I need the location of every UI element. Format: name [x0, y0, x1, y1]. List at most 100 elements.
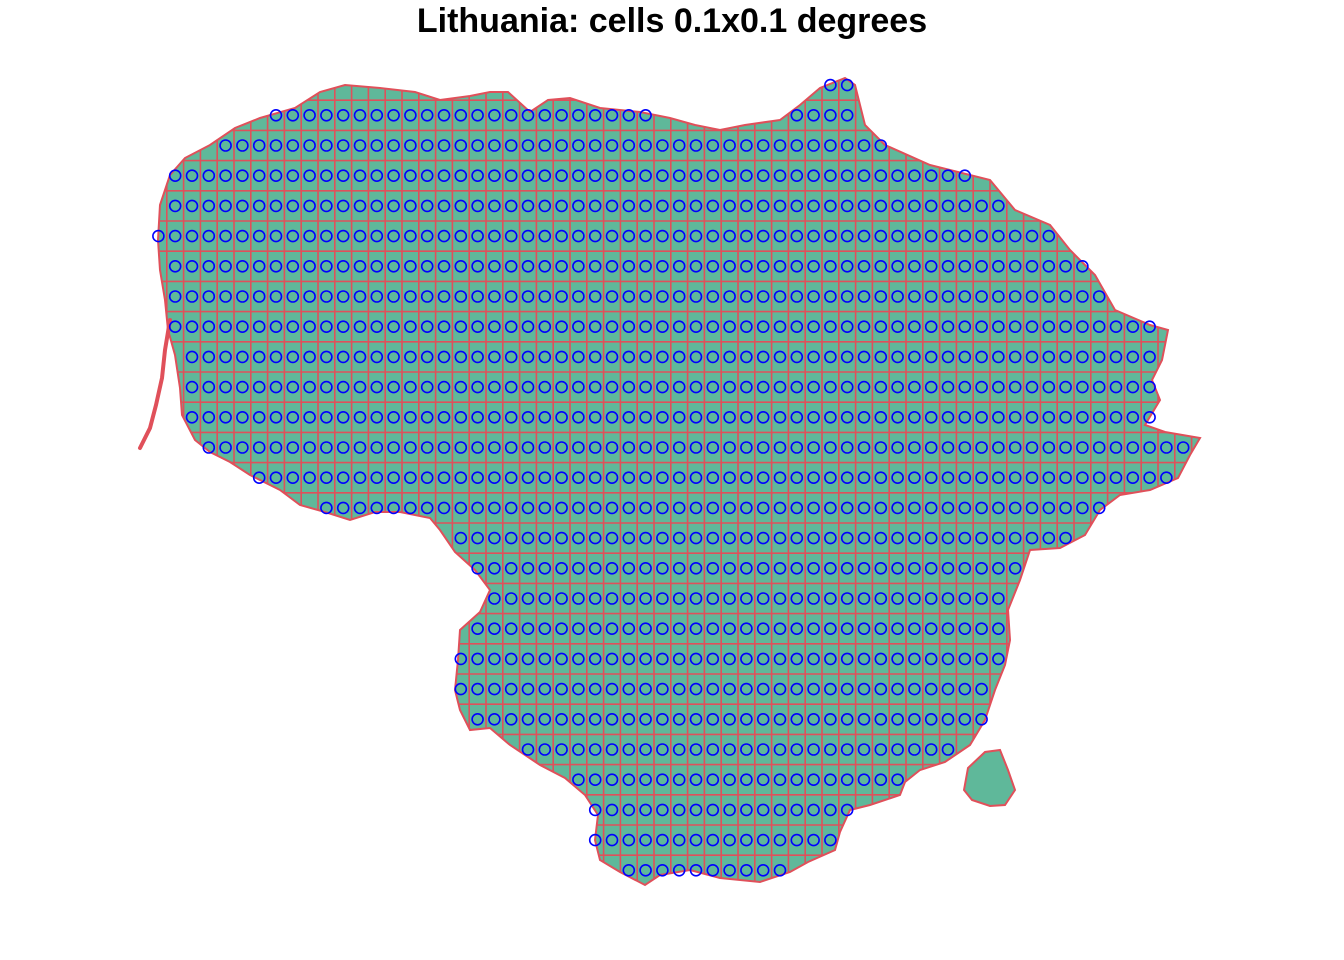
- cell-centroid-marker: [924, 350, 938, 364]
- cell-centroid-marker: [572, 139, 585, 152]
- cell-centroid-marker: [672, 592, 686, 605]
- cell-centroid-marker: [1143, 350, 1156, 364]
- cell-centroid-marker: [504, 622, 518, 636]
- cell-centroid-marker: [840, 199, 854, 213]
- cell-centroid-marker: [924, 169, 938, 182]
- cell-centroid-marker: [740, 652, 753, 666]
- cell-centroid-marker: [1059, 290, 1072, 303]
- cell-centroid-marker: [488, 592, 501, 605]
- cell-centroid-marker: [370, 169, 384, 182]
- cell-centroid-marker: [420, 501, 434, 515]
- cell-centroid-marker: [504, 259, 518, 273]
- cell-centroid-marker: [420, 199, 434, 213]
- cell-centroid-marker: [891, 471, 904, 485]
- cell-centroid-marker: [941, 199, 955, 213]
- cell-centroid-marker: [639, 531, 652, 545]
- cell-centroid-marker: [1176, 441, 1190, 454]
- cell-centroid-marker: [706, 803, 720, 817]
- cell-centroid-marker: [185, 229, 199, 243]
- cell-centroid-marker: [555, 622, 568, 636]
- cell-centroid-marker: [521, 471, 535, 485]
- cell-centroid-marker: [672, 712, 686, 726]
- cell-centroid-marker: [454, 109, 468, 122]
- cell-centroid-marker: [656, 622, 669, 636]
- cell-centroid-marker: [488, 109, 501, 122]
- cell-centroid-marker: [236, 259, 249, 273]
- cell-centroid-marker: [790, 109, 804, 122]
- cell-centroid-marker: [605, 652, 619, 666]
- cell-centroid-marker: [975, 229, 988, 243]
- cell-centroid-marker: [504, 350, 518, 364]
- cell-centroid-marker: [773, 441, 787, 454]
- cell-centroid-marker: [807, 592, 820, 605]
- cell-centroid-marker: [656, 139, 669, 152]
- cell-centroid-marker: [538, 410, 552, 424]
- cell-centroid-marker: [488, 350, 501, 364]
- cell-centroid-marker: [958, 592, 972, 605]
- cell-centroid-marker: [1042, 501, 1056, 515]
- cell-centroid-marker: [1076, 259, 1089, 273]
- cell-centroid-marker: [370, 501, 384, 515]
- cell-centroid-marker: [891, 712, 904, 726]
- cell-centroid-marker: [790, 682, 804, 696]
- cell-centroid-marker: [538, 320, 552, 334]
- cell-centroid-marker: [219, 199, 232, 213]
- cell-centroid-marker: [807, 773, 820, 787]
- cell-centroid-marker: [824, 501, 837, 515]
- cell-centroid-marker: [437, 139, 451, 152]
- cell-centroid-marker: [387, 380, 400, 394]
- cell-centroid-marker: [1059, 320, 1072, 334]
- cell-centroid-marker: [689, 803, 703, 817]
- cell-centroid-marker: [471, 290, 484, 303]
- cell-centroid-marker: [807, 561, 820, 575]
- cell-centroid-marker: [773, 622, 787, 636]
- cell-centroid-marker: [908, 561, 921, 575]
- cell-centroid-marker: [672, 803, 686, 817]
- cell-centroid-marker: [488, 531, 501, 545]
- cell-centroid-marker: [588, 441, 602, 454]
- cell-centroid-marker: [689, 169, 703, 182]
- cell-centroid-marker: [958, 350, 972, 364]
- cell-centroid-marker: [622, 863, 636, 877]
- cell-centroid-marker: [387, 501, 400, 515]
- cell-centroid-marker: [639, 501, 652, 515]
- cell-centroid-marker: [269, 169, 283, 182]
- cell-centroid-marker: [773, 320, 787, 334]
- cell-centroid-marker: [521, 320, 535, 334]
- cell-centroid-marker: [656, 350, 669, 364]
- cell-centroid-marker: [1059, 380, 1072, 394]
- cell-centroid-marker: [874, 531, 888, 545]
- cell-centroid-marker: [706, 229, 720, 243]
- cell-centroid-marker: [588, 290, 602, 303]
- cell-centroid-marker: [504, 320, 518, 334]
- cell-centroid-marker: [689, 229, 703, 243]
- cell-centroid-marker: [689, 350, 703, 364]
- cell-centroid-marker: [773, 682, 787, 696]
- cell-centroid-marker: [1059, 501, 1072, 515]
- cell-centroid-marker: [756, 139, 770, 152]
- cell-centroid-marker: [874, 259, 888, 273]
- cell-centroid-marker: [572, 441, 585, 454]
- cell-centroid-marker: [605, 833, 619, 847]
- cell-centroid-marker: [689, 622, 703, 636]
- cell-centroid-marker: [404, 199, 417, 213]
- cell-centroid-marker: [941, 259, 955, 273]
- cell-centroid-marker: [404, 410, 417, 424]
- cell-centroid-marker: [437, 380, 451, 394]
- cell-centroid-marker: [605, 109, 619, 122]
- cell-centroid-marker: [740, 531, 753, 545]
- cell-centroid-marker: [252, 380, 266, 394]
- cell-centroid-marker: [572, 743, 585, 756]
- cell-centroid-marker: [958, 229, 972, 243]
- cell-centroid-marker: [454, 682, 468, 696]
- cell-centroid-marker: [471, 471, 484, 485]
- cell-centroid-marker: [336, 471, 350, 485]
- cell-centroid-marker: [706, 863, 720, 877]
- cell-centroid-marker: [807, 743, 820, 756]
- cell-centroid-marker: [672, 833, 686, 847]
- cell-centroid-marker: [572, 109, 585, 122]
- cell-centroid-marker: [740, 773, 753, 787]
- cell-centroid-marker: [420, 259, 434, 273]
- cell-centroid-marker: [488, 199, 501, 213]
- cell-centroid-marker: [706, 682, 720, 696]
